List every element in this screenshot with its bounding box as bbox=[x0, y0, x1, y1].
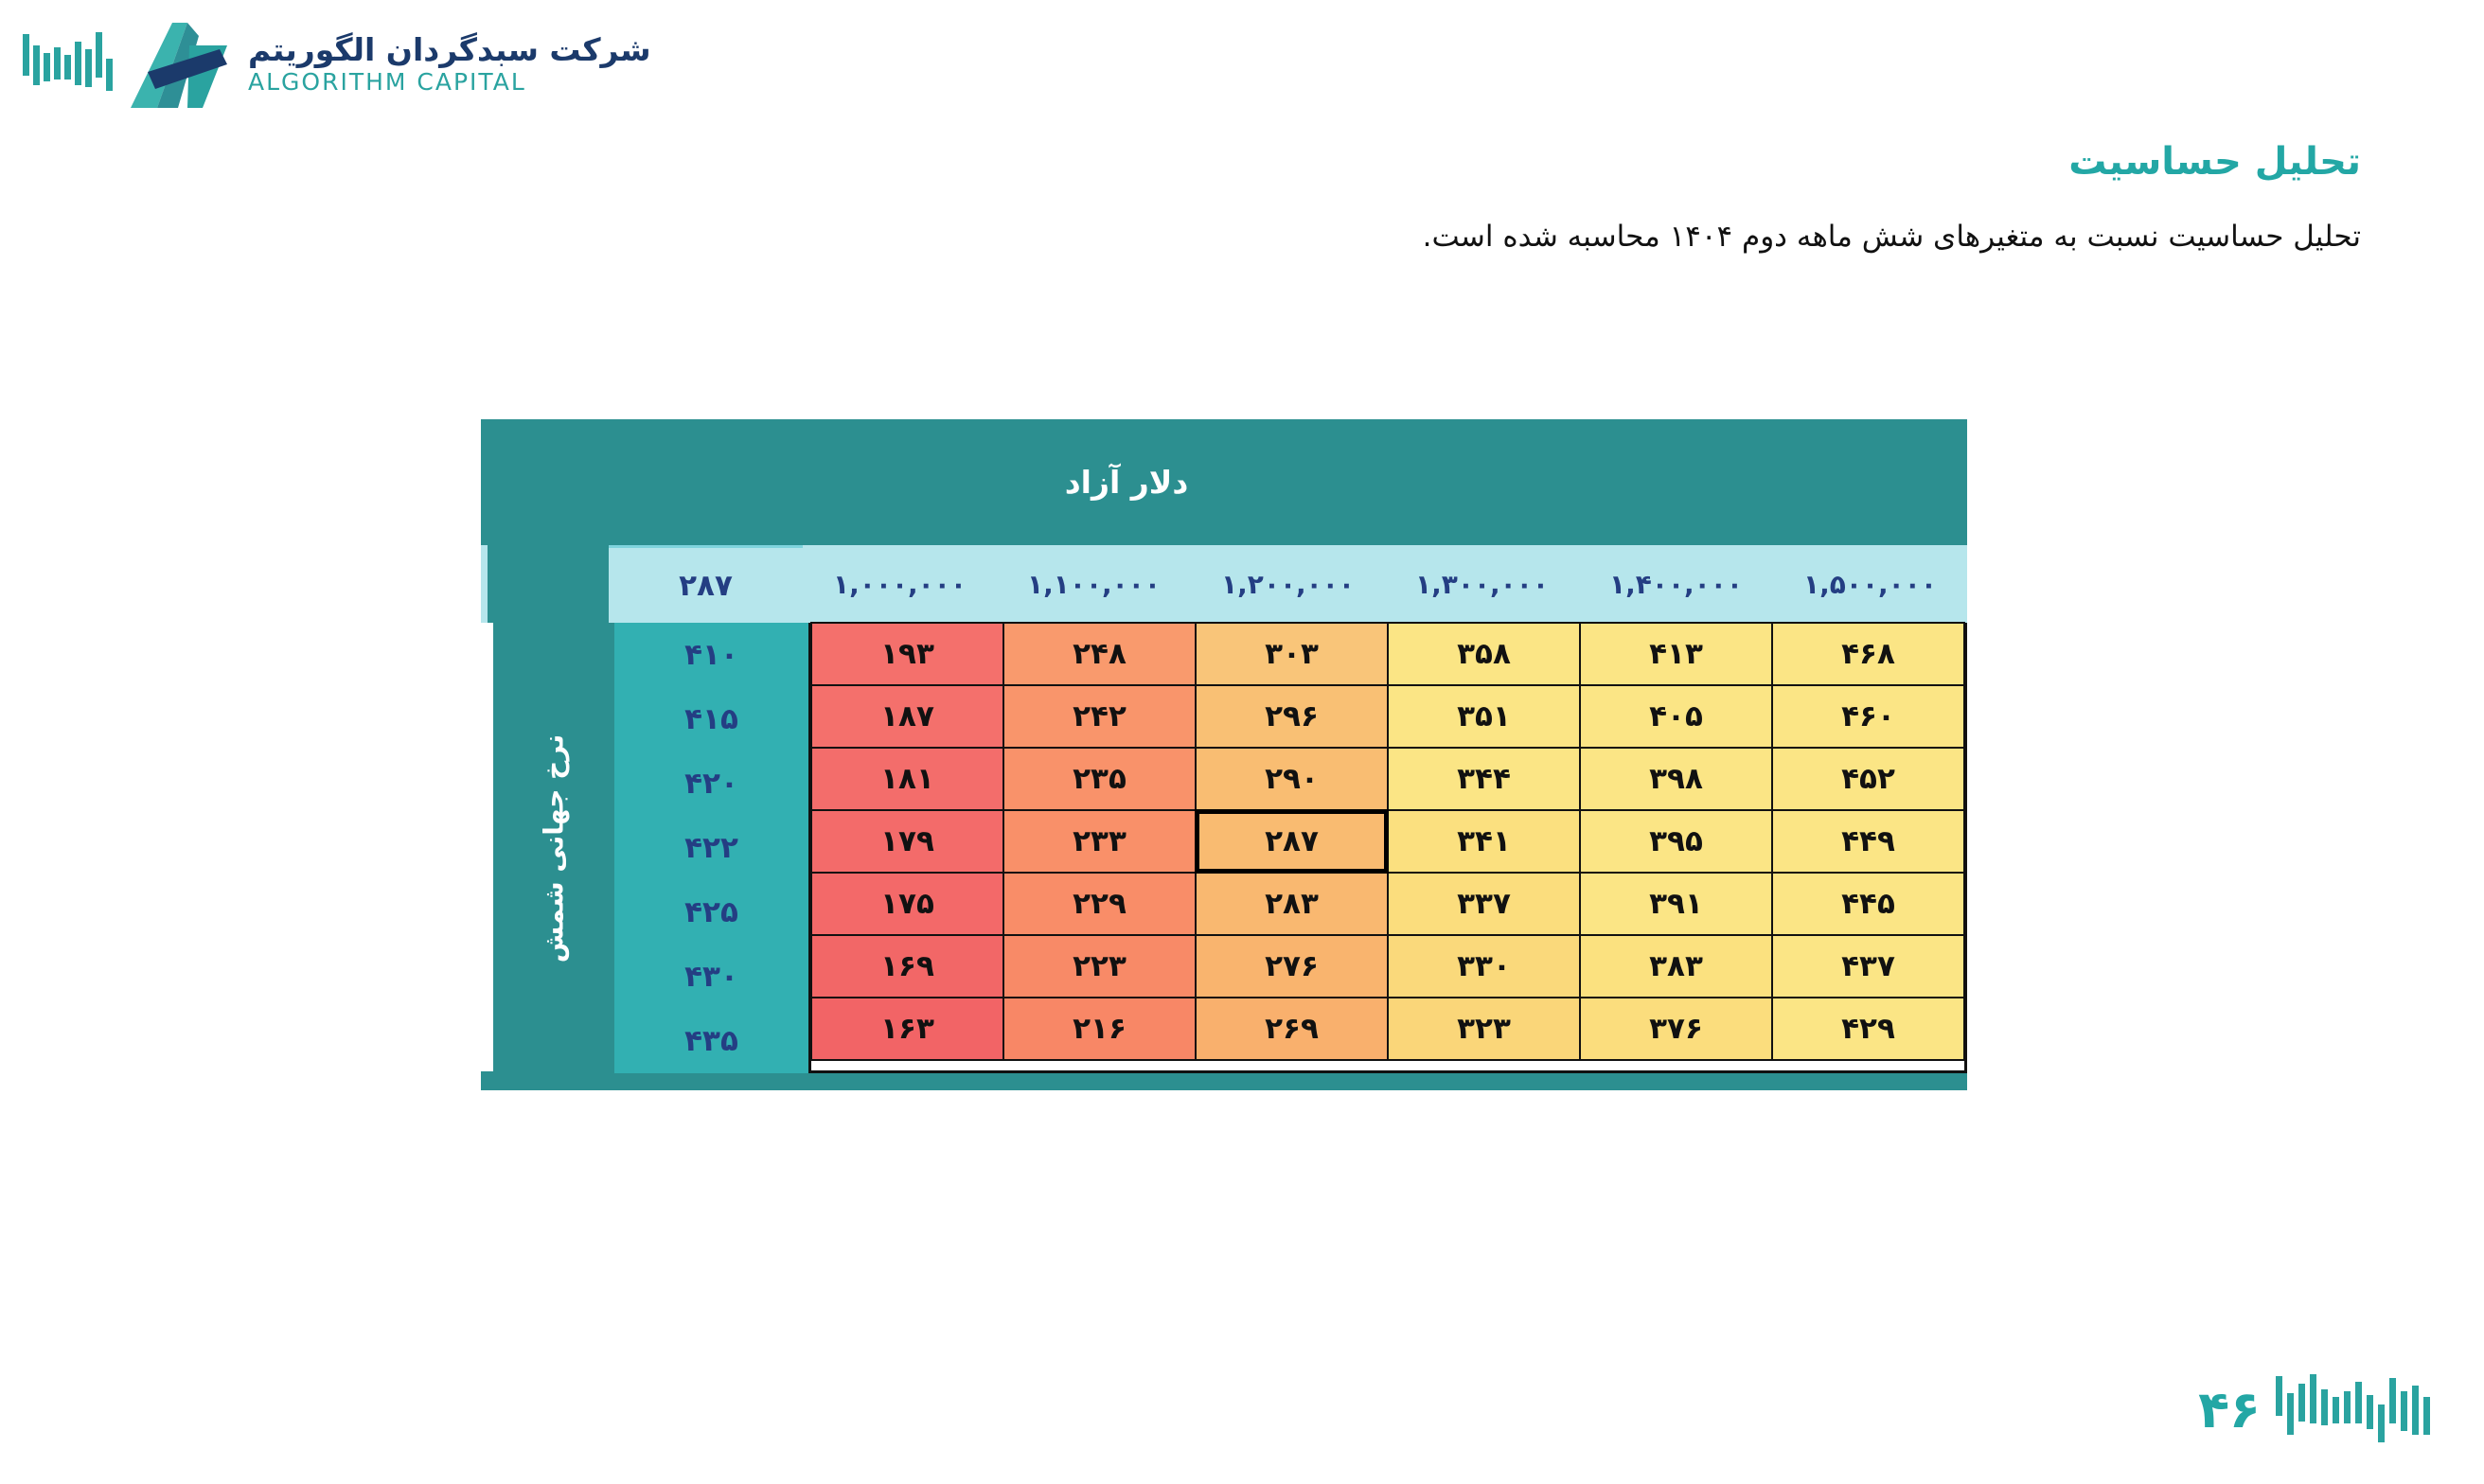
value-cell: ۱۹۳ bbox=[810, 622, 1004, 686]
row-header-cell: ۴۲۲ bbox=[614, 816, 808, 880]
value-cell: ۴۰۵ bbox=[1579, 684, 1773, 749]
value-cell: ۲۱۶ bbox=[1002, 997, 1197, 1061]
row-header-cell: ۴۱۰ bbox=[614, 623, 808, 687]
row-header-cell: ۴۳۰ bbox=[614, 945, 808, 1009]
table-banner: دلار آزاد bbox=[481, 419, 1967, 545]
row-header-cell: ۴۳۵ bbox=[614, 1009, 808, 1073]
value-cell: ۴۳۷ bbox=[1771, 934, 1965, 998]
footer-candlestick-icon bbox=[2276, 1374, 2430, 1442]
value-cell: ۲۴۸ bbox=[1002, 622, 1197, 686]
value-cell: ۲۳۳ bbox=[1002, 809, 1197, 874]
value-cell: ۴۴۹ bbox=[1771, 809, 1965, 874]
table-row: ۴۶۰ ۴۰۵ ۳۵۱ ۲۹۶ ۲۴۲ ۱۸۷ bbox=[810, 684, 1965, 749]
banner-label: دلار آزاد bbox=[1064, 464, 1189, 501]
value-cell: ۳۵۱ bbox=[1387, 684, 1581, 749]
value-cell: ۳۲۳ bbox=[1387, 997, 1581, 1061]
table-row: ۴۴۹ ۳۹۵ ۳۴۱ ۲۸۷ ۲۳۳ ۱۷۹ bbox=[810, 809, 1965, 874]
value-cell: ۳۹۸ bbox=[1579, 747, 1773, 811]
corner-base-value: ۲۸۷ bbox=[609, 545, 803, 623]
table-row: ۴۶۸ ۴۱۳ ۳۵۸ ۳۰۳ ۲۴۸ ۱۹۳ bbox=[810, 622, 1965, 686]
table-bottom-bar bbox=[481, 1071, 1967, 1090]
value-cell: ۳۳۷ bbox=[1387, 872, 1581, 936]
column-header-cell: ۱,۰۰۰,۰۰۰ bbox=[803, 545, 997, 623]
candlestick-logo-icon bbox=[23, 32, 113, 91]
value-cell: ۱۷۵ bbox=[810, 872, 1004, 936]
row-header-cell: ۴۱۵ bbox=[614, 687, 808, 751]
value-cell: ۱۸۱ bbox=[810, 747, 1004, 811]
value-cell: ۴۲۹ bbox=[1771, 997, 1965, 1061]
value-cell: ۳۳۰ bbox=[1387, 934, 1581, 998]
value-cell: ۴۱۳ bbox=[1579, 622, 1773, 686]
row-header-column: ۴۱۰ ۴۱۵ ۴۲۰ ۴۲۲ ۴۲۵ ۴۳۰ ۴۳۵ bbox=[614, 623, 808, 1073]
table-row: ۴۳۷ ۳۸۳ ۳۳۰ ۲۷۶ ۲۲۳ ۱۶۹ bbox=[810, 934, 1965, 998]
value-cell: ۳۹۵ bbox=[1579, 809, 1773, 874]
value-cell: ۳۴۱ bbox=[1387, 809, 1581, 874]
brand-text: شرکت سبدگردان الگوریتم ALGORITHM CAPITAL bbox=[248, 32, 651, 97]
page-subtitle: تحلیل حساسیت نسبت به متغیرهای شش ماهه دو… bbox=[1422, 220, 2361, 254]
highlighted-value-cell: ۲۸۷ bbox=[1195, 809, 1389, 874]
brand-name-en: ALGORITHM CAPITAL bbox=[248, 67, 526, 96]
value-cell: ۱۶۳ bbox=[810, 997, 1004, 1061]
value-cell: ۴۶۰ bbox=[1771, 684, 1965, 749]
page-number: ۴۶ bbox=[2198, 1379, 2261, 1440]
value-cell: ۲۲۳ bbox=[1002, 934, 1197, 998]
table-row: ۴۲۹ ۳۷۶ ۳۲۳ ۲۶۹ ۲۱۶ ۱۶۳ bbox=[810, 997, 1965, 1061]
corner-spacer bbox=[488, 545, 609, 623]
column-header-row: ۱,۵۰۰,۰۰۰ ۱,۴۰۰,۰۰۰ ۱,۳۰۰,۰۰۰ ۱,۲۰۰,۰۰۰ ۱,۱۰… bbox=[481, 545, 1967, 623]
value-matrix: ۴۶۸ ۴۱۳ ۳۵۸ ۳۰۳ ۲۴۸ ۱۹۳ ۴۶۰ ۴۰۵ ۳۵۱ ۲۹۶ ۲۴۲ ۱۸۷ ۴۵۲ ۳… bbox=[808, 622, 1967, 1073]
column-header-cell: ۱,۵۰۰,۰۰۰ bbox=[1773, 545, 1967, 623]
value-cell: ۲۴۲ bbox=[1002, 684, 1197, 749]
row-header-cell: ۴۲۵ bbox=[614, 880, 808, 945]
side-label-column: نرخ جهانی شمش bbox=[493, 623, 614, 1073]
value-cell: ۲۶۹ bbox=[1195, 997, 1389, 1061]
value-cell: ۳۷۶ bbox=[1579, 997, 1773, 1061]
page-footer: ۴۶ bbox=[2198, 1369, 2435, 1450]
table-body: ۴۶۸ ۴۱۳ ۳۵۸ ۳۰۳ ۲۴۸ ۱۹۳ ۴۶۰ ۴۰۵ ۳۵۱ ۲۹۶ ۲۴۲ ۱۸۷ ۴۵۲ ۳… bbox=[481, 622, 1967, 1073]
value-cell: ۳۴۴ bbox=[1387, 747, 1581, 811]
table-row: ۴۵۲ ۳۹۸ ۳۴۴ ۲۹۰ ۲۳۵ ۱۸۱ bbox=[810, 747, 1965, 811]
brand-logo: شرکت سبدگردان الگوریتم ALGORITHM CAPITAL bbox=[21, 17, 651, 112]
value-cell: ۲۹۰ bbox=[1195, 747, 1389, 811]
value-cell: ۲۳۵ bbox=[1002, 747, 1197, 811]
column-header-cell: ۱,۲۰۰,۰۰۰ bbox=[1191, 545, 1385, 623]
value-cell: ۳۹۱ bbox=[1579, 872, 1773, 936]
value-cell: ۳۵۸ bbox=[1387, 622, 1581, 686]
row-header-cell: ۴۲۰ bbox=[614, 751, 808, 816]
sensitivity-table: دلار آزاد ۱,۵۰۰,۰۰۰ ۱,۴۰۰,۰۰۰ ۱,۳۰۰,۰۰۰ ۱,۲… bbox=[481, 419, 1967, 1090]
value-cell: ۴۶۸ bbox=[1771, 622, 1965, 686]
algorithm-a-mark-icon bbox=[131, 23, 227, 108]
value-cell: ۲۹۶ bbox=[1195, 684, 1389, 749]
table-row: ۴۴۵ ۳۹۱ ۳۳۷ ۲۸۳ ۲۲۹ ۱۷۵ bbox=[810, 872, 1965, 936]
value-cell: ۲۷۶ bbox=[1195, 934, 1389, 998]
value-cell: ۱۸۷ bbox=[810, 684, 1004, 749]
value-cell: ۲۲۹ bbox=[1002, 872, 1197, 936]
column-header-cell: ۱,۱۰۰,۰۰۰ bbox=[997, 545, 1191, 623]
value-cell: ۴۵۲ bbox=[1771, 747, 1965, 811]
value-cell: ۳۸۳ bbox=[1579, 934, 1773, 998]
value-cell: ۱۶۹ bbox=[810, 934, 1004, 998]
value-cell: ۱۷۹ bbox=[810, 809, 1004, 874]
value-cell: ۴۴۵ bbox=[1771, 872, 1965, 936]
value-cell: ۳۰۳ bbox=[1195, 622, 1389, 686]
column-header-cell: ۱,۴۰۰,۰۰۰ bbox=[1579, 545, 1773, 623]
value-cell: ۲۸۳ bbox=[1195, 872, 1389, 936]
page-title: تحلیل حساسیت bbox=[2068, 140, 2361, 184]
side-axis-label: نرخ جهانی شمش bbox=[538, 733, 570, 963]
brand-name-fa: شرکت سبدگردان الگوریتم bbox=[248, 31, 651, 69]
column-header-cell: ۱,۳۰۰,۰۰۰ bbox=[1385, 545, 1579, 623]
